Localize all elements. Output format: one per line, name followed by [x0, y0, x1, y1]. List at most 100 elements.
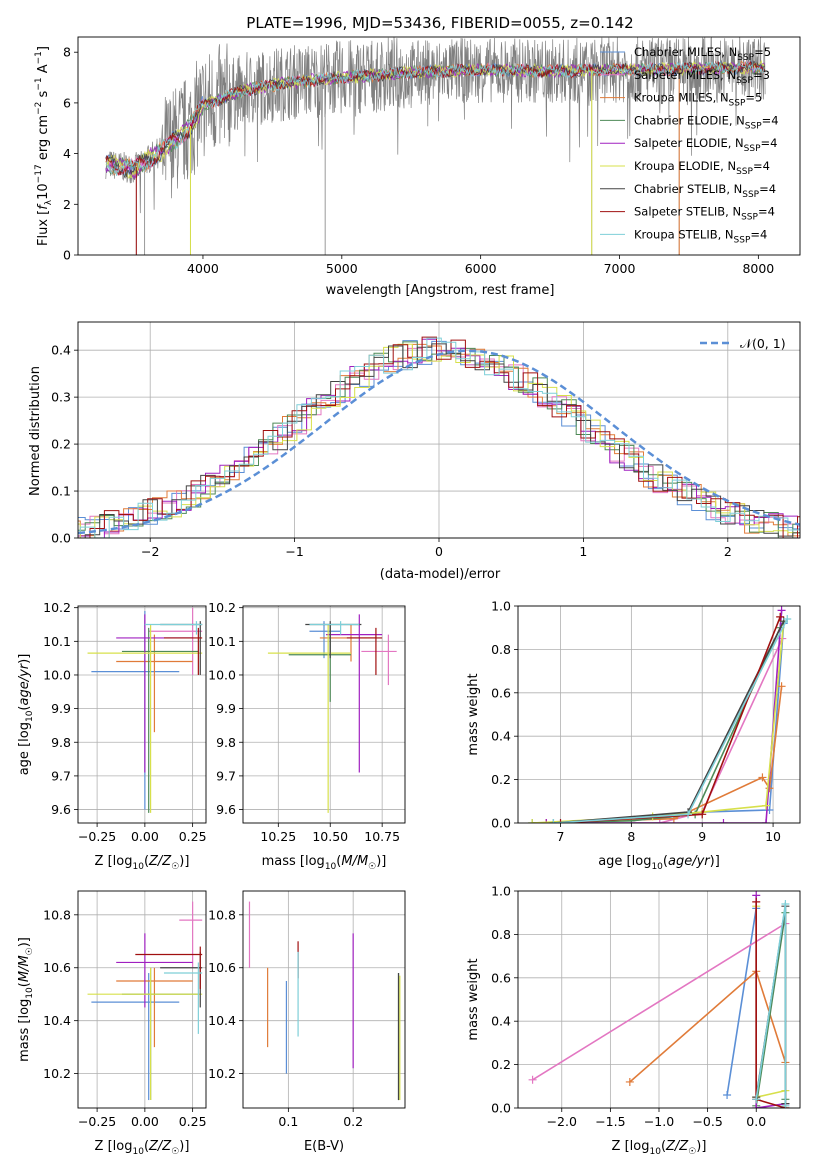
histogram-chabrier-elodie: [78, 341, 800, 538]
histogram-kroupa-stelib: [78, 337, 800, 538]
weight-marker: [542, 819, 551, 823]
y-tick-label: 9.7: [51, 768, 71, 783]
weight-marker: [781, 900, 790, 909]
label-part: ☉: [368, 862, 376, 872]
axes-frame: [242, 890, 406, 1109]
label-part: ]: [36, 46, 51, 51]
label-part: age/yr: [668, 854, 711, 869]
label-part: f: [36, 203, 51, 210]
x-tick-label: 10.50: [312, 829, 348, 844]
histogram-chabrier-miles: [78, 340, 800, 530]
label-part: SSP: [736, 76, 753, 86]
label-part: =5: [745, 91, 762, 105]
plot-content: [87, 607, 203, 813]
x-tick-label: −2.0: [547, 1114, 577, 1129]
histogram-salpeter-miles: [78, 347, 800, 535]
y-tick-label: 0: [63, 248, 71, 263]
y-tick-label: 0.3: [51, 390, 71, 405]
label-part: −1: [34, 77, 44, 90]
legend-label: Kroupa ELODIE, NSSP=4: [634, 159, 770, 177]
legend-label: 𝒩(0, 1): [740, 336, 786, 351]
x-tick-label: 9: [698, 829, 706, 844]
label-part: age [log: [17, 722, 32, 775]
figure-title: PLATE=1996, MJD=53436, FIBERID=0055, z=0…: [246, 14, 633, 32]
label-part: erg cm: [36, 115, 51, 164]
histogram-chabrier-stelib: [78, 343, 800, 538]
label-part: =4: [753, 159, 770, 173]
y-tick-label: 10.6: [43, 960, 71, 975]
y-tick-label: 0.6: [491, 970, 511, 985]
x-tick-label: 10.75: [364, 829, 400, 844]
label-part: −17: [34, 164, 44, 183]
y-tick-label: 10.1: [208, 634, 236, 649]
plot-content: [267, 614, 397, 813]
x-tick-label: −1.5: [595, 1114, 625, 1129]
y-axis-label: age [log10(age/yr)]: [17, 654, 35, 776]
label-part: =4: [759, 182, 776, 196]
axes-frame: [77, 605, 207, 824]
x-tick-label: 0.25: [179, 829, 207, 844]
weight-line-chabrier-elodie: [755, 912, 787, 1106]
weight-marker: [698, 810, 707, 819]
label-part: A: [36, 64, 51, 77]
weight-marker: [761, 819, 770, 823]
y-axis-label: Flux [fλ10−17 erg cm−2 s−1 A−1]: [34, 46, 54, 246]
weight-marker: [758, 773, 767, 782]
label-part: Chabrier ELODIE, N: [634, 113, 745, 127]
label-part: age [log: [598, 854, 651, 869]
label-part: (: [663, 854, 668, 869]
weight-marker: [752, 1104, 761, 1108]
x-tick-label: −0.25: [78, 1114, 116, 1129]
label-part: )]: [710, 854, 720, 869]
label-part: ☉: [171, 862, 179, 872]
weight-marker: [684, 810, 693, 819]
y-tick-label: 1.0: [491, 599, 511, 614]
x-tick-label: 0.2: [343, 1114, 363, 1129]
label-part: Flux [: [36, 210, 51, 246]
y-tick-label: 0.4: [491, 729, 511, 744]
plot-content: [78, 336, 800, 538]
label-part: =3: [753, 68, 770, 82]
weight-line-chabrier-stelib: [553, 620, 785, 823]
y-tick-label: 10.2: [43, 1066, 71, 1081]
axes-frame: [517, 605, 801, 824]
label-part: mass [log: [262, 854, 325, 869]
x-tick-label: 0.00: [131, 1114, 159, 1129]
label-part: M/M: [341, 854, 368, 869]
label-part: =5: [754, 45, 771, 59]
weight-marker: [528, 819, 537, 823]
plot-content: [528, 606, 792, 823]
label-part: ☉: [25, 947, 35, 955]
label-part: )]: [17, 937, 32, 947]
label-part: E(B-V): [304, 1139, 344, 1154]
label-part: mass weight: [466, 673, 481, 755]
plot-content: [528, 891, 790, 1108]
label-part: SSP: [729, 99, 746, 109]
label-part: mass weight: [466, 958, 481, 1040]
plot-residuals: −2 −1 0 1 2 0.0 0.1 0.2 0.3 0.4 𝒩(0, 1) (data-model…: [28, 321, 801, 582]
legend-label: Salpeter ELODIE, NSSP=4: [634, 136, 777, 154]
x-tick-label: 0.1: [278, 1114, 298, 1129]
x-axis-label: (data-model)/error: [380, 567, 501, 582]
x-tick-label: 1: [579, 544, 587, 559]
x-tick-label: 2: [724, 544, 732, 559]
axes-frame: [77, 890, 207, 1109]
y-tick-label: 0.4: [51, 343, 71, 358]
label-part: SSP: [736, 167, 753, 177]
y-tick-label: 10.1: [43, 634, 71, 649]
label-part: =4: [750, 227, 767, 241]
plot-massweight-vs-Z: −2.0 −1.5 −1.0 −0.5 0.0 0.0 0.2 0.4 0.6 0.8 1.0 Z […: [466, 884, 801, 1157]
label-part: (: [336, 854, 341, 869]
y-tick-label: 10.8: [43, 907, 71, 922]
y-tick-label: 9.6: [216, 802, 236, 817]
x-tick-label: 4000: [187, 261, 219, 276]
label-part: 10: [651, 862, 663, 872]
x-axis-label: age [log10(age/yr)]: [598, 854, 720, 872]
label-part: 10: [132, 862, 144, 872]
histogram-salpeter-elodie: [78, 338, 800, 538]
y-tick-label: 2: [63, 197, 71, 212]
weight-marker: [719, 819, 728, 823]
y-axis-label: mass weight: [466, 958, 481, 1040]
